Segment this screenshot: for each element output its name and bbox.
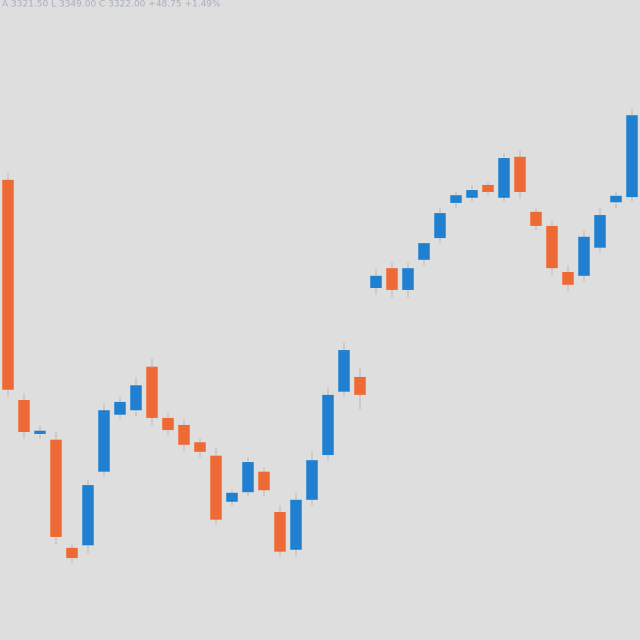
candle-body <box>34 430 46 434</box>
candle-body <box>578 236 590 276</box>
candle-body <box>66 547 78 559</box>
candle-body <box>290 499 302 550</box>
candle-body <box>2 179 14 390</box>
candle-body <box>258 471 270 491</box>
candle-body <box>482 184 494 192</box>
candle-body <box>354 376 366 395</box>
candle-body <box>18 400 30 432</box>
candle-body <box>338 350 350 392</box>
candle-body <box>434 213 446 239</box>
candle-body <box>546 225 558 269</box>
candle-body <box>418 243 430 260</box>
candle-body <box>514 156 526 192</box>
candle-body <box>210 455 222 520</box>
candle-body <box>370 275 382 288</box>
candle-body <box>386 268 398 290</box>
ohlc-header: A 3321.50 L 3349.00 C 3322.00 +48.75 +1.… <box>2 0 221 10</box>
candle-body <box>146 366 158 418</box>
candle-body <box>530 211 542 226</box>
candle-body <box>226 492 238 502</box>
candle-body <box>82 485 94 546</box>
candle-body <box>466 190 478 198</box>
candle-body <box>610 195 622 203</box>
candle-body <box>242 462 254 493</box>
candle-body <box>130 385 142 411</box>
candle-body <box>594 215 606 248</box>
candle-body <box>50 439 62 537</box>
candle-body <box>562 272 574 285</box>
candle-body <box>98 410 110 472</box>
candle-body <box>450 195 462 203</box>
candle-body <box>162 417 174 431</box>
candle-body <box>178 424 190 445</box>
candle-body <box>114 401 126 415</box>
candle-body <box>194 442 206 452</box>
candle-body <box>274 512 286 552</box>
candle-body <box>402 268 414 290</box>
candle-body <box>626 115 638 198</box>
candle-body <box>306 460 318 500</box>
candle-body <box>322 394 334 456</box>
candle-body <box>498 158 510 198</box>
